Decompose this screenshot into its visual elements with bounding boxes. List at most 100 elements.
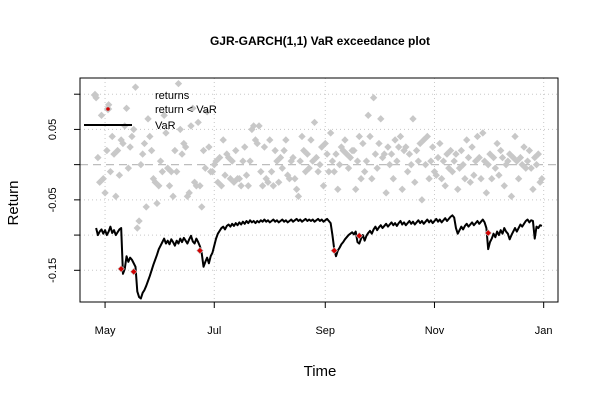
return-point (203, 108, 211, 116)
return-point (276, 153, 285, 162)
return-point (403, 168, 412, 176)
return-point (94, 153, 102, 162)
return-point (407, 160, 415, 169)
return-point (454, 185, 462, 193)
return-point (355, 132, 363, 141)
return-point (103, 146, 111, 155)
return-point (294, 192, 303, 201)
exceedance-point (118, 266, 125, 272)
return-point (369, 94, 378, 102)
legend-returns-label: returns (155, 90, 190, 102)
return-point (158, 168, 167, 176)
return-point (99, 175, 107, 183)
y-axis-label: Return (5, 180, 22, 225)
return-point (112, 192, 120, 201)
return-point (292, 185, 301, 193)
return-point (291, 175, 299, 183)
exceedance-point (331, 247, 338, 254)
return-point (124, 164, 133, 172)
return-point (534, 150, 542, 158)
return-point (425, 175, 433, 183)
return-point (178, 150, 186, 158)
x-tick-label: Nov (425, 325, 445, 337)
y-axis: -0.15 -0.05 0.05 (47, 93, 80, 283)
plot-frame (79, 77, 559, 303)
return-point (405, 150, 414, 158)
legend: returns return < VaR VaR (84, 90, 217, 132)
return-point (522, 164, 530, 172)
returns-series (92, 79, 546, 232)
return-point (341, 136, 349, 144)
return-point (457, 146, 466, 155)
return-point (130, 125, 138, 134)
return-point (201, 164, 209, 172)
return-point (253, 139, 261, 148)
return-point (377, 115, 385, 123)
return-point (412, 146, 421, 155)
return-point (128, 132, 136, 141)
return-point (187, 122, 195, 130)
return-point (441, 182, 449, 190)
return-point (357, 175, 365, 183)
chart-title: GJR-GARCH(1,1) VaR exceedance plot (210, 34, 430, 48)
return-point (411, 178, 419, 186)
return-point (323, 150, 331, 158)
return-point (258, 182, 267, 190)
return-point (394, 143, 403, 151)
return-point (464, 153, 473, 162)
return-point (199, 146, 208, 155)
return-point (194, 118, 202, 127)
return-point (514, 175, 523, 183)
return-point (97, 111, 106, 120)
return-point (113, 146, 122, 155)
return-point (198, 203, 206, 211)
return-point (119, 139, 127, 148)
return-point (269, 182, 278, 190)
return-point (307, 136, 315, 144)
return-point (463, 136, 471, 144)
return-point (144, 115, 152, 123)
return-point (174, 79, 183, 88)
return-point (205, 143, 213, 151)
return-point (241, 143, 249, 151)
return-point (176, 125, 184, 134)
return-point (319, 182, 328, 190)
return-point (523, 157, 532, 165)
return-point (384, 143, 392, 151)
return-point (527, 164, 535, 172)
return-point (418, 196, 426, 204)
return-point (507, 192, 516, 201)
return-point (497, 146, 505, 155)
return-point (133, 224, 141, 232)
return-point (275, 178, 283, 186)
exceedance-point (197, 247, 203, 254)
return-point (389, 175, 397, 183)
return-point (235, 175, 244, 183)
return-point (137, 160, 145, 169)
return-point (525, 146, 534, 155)
return-point (266, 136, 274, 144)
return-point (344, 164, 353, 172)
return-point (360, 168, 369, 176)
y-tick-label: -0.15 (47, 258, 59, 283)
x-axis: May Jul Sep Nov Jan (95, 302, 553, 337)
return-point (461, 175, 469, 183)
return-point (249, 122, 258, 130)
legend-exceed-label: return < VaR (155, 104, 217, 116)
return-point (106, 168, 115, 176)
return-point (346, 153, 355, 162)
return-point (373, 164, 381, 172)
return-point (429, 143, 437, 151)
exceedance-point (356, 232, 363, 239)
x-axis-label: Time (304, 363, 337, 380)
x-tick-label: Jul (207, 325, 221, 337)
return-point (482, 189, 491, 197)
return-point (242, 171, 251, 179)
return-point (334, 185, 342, 193)
return-point (386, 160, 394, 169)
y-tick-label: 0.05 (47, 119, 59, 140)
x-tick-label: May (95, 325, 116, 337)
return-point (312, 153, 320, 162)
return-point (260, 143, 269, 151)
